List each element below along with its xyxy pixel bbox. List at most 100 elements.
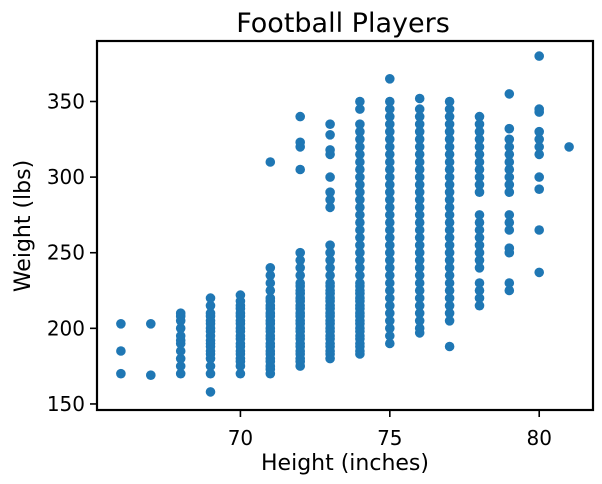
x-tick-label: 80 [526,426,551,450]
data-point [295,263,306,273]
data-point [474,157,485,167]
y-axis-ticks: 150 200 250 300 350 [47,89,97,416]
data-point [444,240,455,250]
data-point [355,164,365,175]
data-point [295,278,306,288]
data-point [534,225,544,235]
data-point [385,142,395,152]
data-point [385,157,395,167]
data-point [116,368,126,379]
chart-title: Football Players [236,8,450,39]
data-point [355,240,365,250]
data-point [504,217,515,228]
data-point [414,255,425,266]
data-point [414,119,425,129]
data-point [116,319,126,329]
data-point [205,308,216,319]
data-point [385,74,395,84]
data-point [235,368,246,379]
data-point [385,172,395,182]
data-point [444,104,455,114]
data-point [414,93,425,104]
data-point [175,308,186,319]
data-point [444,126,455,137]
data-point [534,149,544,160]
data-point [205,293,216,303]
data-point [474,240,485,250]
data-point [474,111,485,122]
data-point [265,285,276,296]
data-point [444,225,455,235]
data-point [444,285,455,296]
data-point [385,278,395,288]
data-point [265,263,276,273]
data-point [444,119,455,129]
data-point [355,142,365,152]
data-point [355,225,365,235]
data-point [385,179,395,190]
data-point [504,172,515,182]
data-point [414,278,425,288]
data-point [444,195,455,205]
data-point [414,285,425,296]
data-point [385,247,395,258]
data-point [474,263,485,273]
data-point [534,172,544,182]
data-point [474,278,485,288]
data-point [325,187,335,197]
data-point [504,210,515,220]
data-point [325,255,335,266]
data-point [385,255,395,266]
data-point [444,270,455,281]
data-point [414,179,425,190]
data-point [534,134,544,145]
data-point [444,149,455,160]
data-point [414,293,425,303]
data-point [444,187,455,197]
data-point [385,270,395,281]
data-point [474,232,485,243]
data-point [534,126,544,137]
data-point [355,126,365,137]
data-point [474,210,485,220]
data-point [385,111,395,122]
x-tick-label: 75 [377,426,402,450]
data-point [444,341,455,352]
data-point [474,179,485,190]
data-point [175,331,186,341]
data-point [355,255,365,266]
data-point [414,225,425,235]
data-point [474,285,485,296]
data-point [385,263,395,273]
data-point [504,157,515,167]
data-point [146,370,156,381]
data-point [414,164,425,175]
data-point [385,104,395,114]
data-point [444,179,455,190]
data-point [444,263,455,273]
data-point [325,278,335,288]
data-point [175,368,186,379]
x-axis-ticks: 70 75 80 [228,410,552,450]
data-point [385,96,395,107]
data-point [444,134,455,145]
data-point [504,149,515,160]
data-point [414,240,425,250]
data-point [414,172,425,182]
y-tick-label: 150 [47,392,85,416]
data-point [444,142,455,152]
data-point [385,331,395,341]
data-point [474,187,485,197]
data-point [414,134,425,145]
data-point [325,240,335,250]
data-point [355,202,365,213]
data-point [474,134,485,145]
data-point [504,164,515,175]
data-point [265,293,276,303]
data-point [414,195,425,205]
data-point [474,217,485,228]
data-point [265,270,276,281]
data-point [474,255,485,266]
data-point [175,346,186,356]
